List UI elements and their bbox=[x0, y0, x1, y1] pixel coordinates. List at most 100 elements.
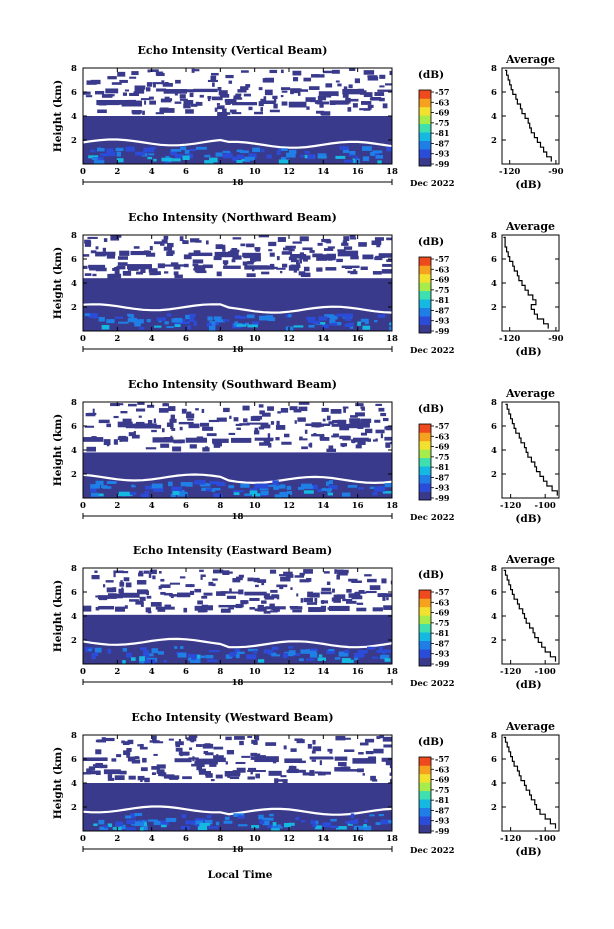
colorbar-label: -87 bbox=[435, 138, 449, 148]
date-label: Dec 2022 bbox=[410, 679, 455, 689]
echo-speckle bbox=[363, 70, 375, 75]
echo-strong bbox=[180, 646, 184, 649]
echo-speckle bbox=[347, 98, 359, 102]
x-tick-label: 2 bbox=[114, 667, 120, 677]
echo-speckle bbox=[336, 574, 341, 580]
echo-speckle bbox=[367, 578, 377, 583]
average-x-label: (dB) bbox=[515, 513, 541, 525]
echo-strong bbox=[94, 647, 102, 653]
echo-strong bbox=[236, 651, 245, 655]
echo-speckle bbox=[247, 735, 253, 738]
echo-speckle bbox=[240, 70, 249, 73]
echo-speckle bbox=[354, 422, 364, 427]
echo-strong bbox=[314, 825, 322, 830]
colorbar-swatch bbox=[419, 623, 431, 633]
colorbar-swatch bbox=[419, 149, 431, 158]
echo-strong bbox=[127, 317, 138, 323]
echo-speckle bbox=[260, 98, 265, 102]
echo-strong bbox=[185, 820, 196, 825]
echo-strong bbox=[160, 824, 167, 828]
echo-strong bbox=[194, 481, 201, 484]
echo-speckle bbox=[138, 570, 143, 576]
echo-speckle bbox=[369, 585, 381, 590]
echo-speckle bbox=[369, 97, 374, 101]
echo-band bbox=[342, 88, 362, 95]
x-tick-label: 0 bbox=[80, 167, 86, 177]
echo-speckle bbox=[353, 269, 356, 273]
echo-speckle bbox=[283, 745, 287, 750]
echo-strong bbox=[211, 490, 216, 493]
echo-speckle bbox=[260, 424, 271, 429]
echo-band bbox=[218, 604, 238, 608]
echo-speckle bbox=[345, 266, 353, 270]
echo-strong bbox=[213, 493, 222, 497]
echo-strong bbox=[125, 815, 132, 819]
echo-speckle bbox=[125, 582, 132, 588]
echo-strong bbox=[266, 154, 272, 159]
echo-strong bbox=[114, 316, 124, 319]
echo-speckle bbox=[330, 409, 342, 414]
echo-speckle bbox=[283, 247, 293, 251]
echo-band bbox=[163, 89, 188, 94]
echo-speckle bbox=[325, 83, 333, 88]
x-tick-label: 14 bbox=[317, 501, 329, 511]
echo-speckle bbox=[381, 269, 392, 274]
echo-strong bbox=[232, 156, 239, 162]
echo-strong bbox=[170, 493, 176, 497]
x-tick-label: 14 bbox=[317, 667, 329, 677]
heatmap bbox=[83, 735, 392, 831]
echo-speckle bbox=[260, 107, 263, 112]
echo-speckle bbox=[216, 417, 227, 422]
echo-speckle bbox=[160, 578, 165, 582]
echo-speckle bbox=[102, 247, 106, 252]
echo-speckle bbox=[359, 108, 368, 111]
echo-speckle bbox=[288, 248, 295, 252]
x-tick-label: 8 bbox=[217, 334, 223, 344]
colorbar-swatch bbox=[419, 265, 431, 275]
panel-title: Echo Intensity (Vertical Beam) bbox=[137, 44, 327, 57]
echo-speckle bbox=[191, 68, 195, 73]
echo-speckle bbox=[143, 570, 150, 574]
echo-speckle bbox=[348, 423, 359, 429]
echo-strong bbox=[259, 486, 269, 491]
echo-speckle bbox=[199, 94, 204, 98]
echo-speckle bbox=[363, 758, 370, 762]
echo-speckle bbox=[148, 573, 152, 578]
echo-speckle bbox=[295, 259, 299, 265]
echo-band bbox=[244, 265, 269, 270]
echo-speckle bbox=[118, 770, 123, 774]
echo-speckle bbox=[202, 264, 213, 269]
echo-strong bbox=[357, 649, 368, 654]
echo-speckle bbox=[202, 426, 214, 431]
x-tick-label: 4 bbox=[149, 167, 155, 177]
colorbar-swatch bbox=[419, 773, 431, 783]
echo-strong bbox=[139, 647, 147, 651]
echo-strong bbox=[193, 321, 197, 326]
echo-strong bbox=[384, 658, 391, 662]
echo-speckle bbox=[114, 266, 120, 271]
echo-speckle bbox=[127, 756, 136, 762]
echo-speckle bbox=[87, 240, 92, 246]
panel-3: Echo Intensity (Eastward Beam) 2 4 6 8 Height… bbox=[52, 544, 560, 691]
colorbar-label: -87 bbox=[435, 305, 449, 315]
echo-speckle bbox=[235, 603, 243, 609]
x-tick-label: 14 bbox=[317, 334, 329, 344]
echo-speckle bbox=[146, 607, 152, 612]
echo-speckle bbox=[353, 439, 358, 443]
echo-strong bbox=[307, 154, 315, 160]
average-y-tick-label: 8 bbox=[491, 398, 497, 408]
echo-speckle bbox=[216, 271, 222, 277]
echo-speckle bbox=[216, 103, 220, 106]
colorbar-swatch bbox=[419, 640, 431, 650]
echo-speckle bbox=[379, 85, 385, 88]
echo-speckle bbox=[229, 415, 232, 419]
echo-strong bbox=[249, 490, 258, 495]
echo-strong bbox=[195, 824, 200, 827]
echo-band bbox=[83, 757, 108, 762]
echo-strong bbox=[350, 813, 355, 819]
echo-strong bbox=[158, 820, 169, 826]
echo-speckle bbox=[255, 773, 260, 779]
echo-speckle bbox=[222, 108, 227, 114]
echo-speckle bbox=[372, 271, 382, 275]
echo-speckle bbox=[240, 600, 249, 604]
